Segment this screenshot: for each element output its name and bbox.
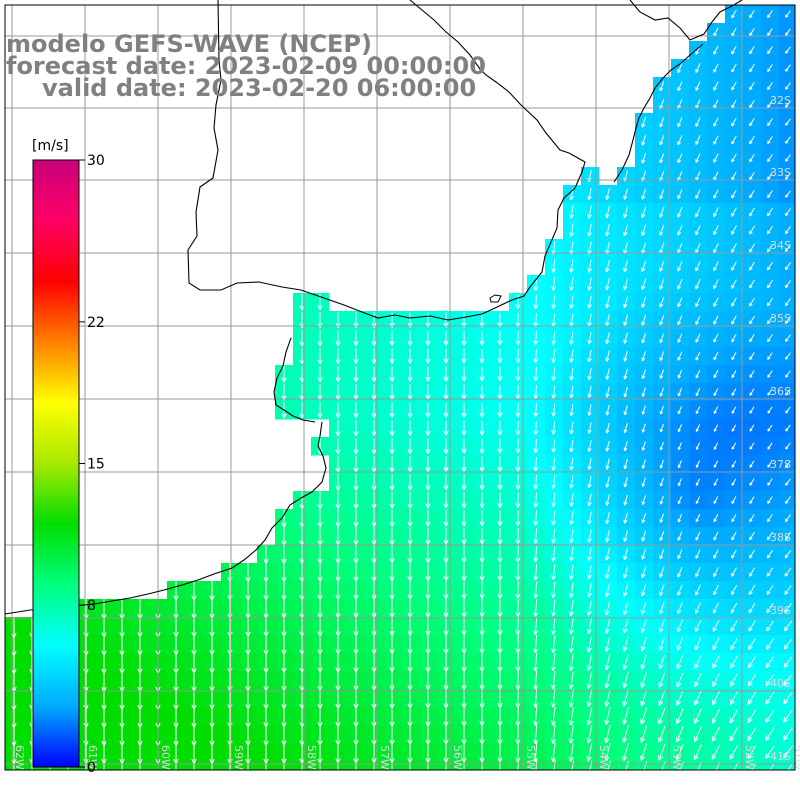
wind-cell [779,95,795,114]
wind-cell [779,167,795,186]
lon-label: 52W [743,745,756,770]
lon-label: 57W [378,745,391,770]
colorbar-tick-label: 0 [87,760,96,776]
lat-label: 36S [770,385,791,398]
lat-label: 40S [770,677,791,690]
wind-cell [779,527,795,546]
title-valid-date: valid date: 2023-02-20 06:00:00 [42,74,476,102]
lat-label: 34S [770,239,791,252]
colorbar-tick-label: 15 [87,457,105,473]
wind-cell [779,257,795,276]
lat-label: 41S [770,750,791,763]
wind-cell [779,491,795,510]
wind-cell [779,5,795,24]
lon-label: 60W [159,745,172,770]
wind-cell [779,23,795,42]
lon-label: 58W [305,745,318,770]
wind-cell [779,473,795,492]
wind-cell [779,77,795,96]
title-block: modelo GEFS-WAVE (NCEP) forecast date: 2… [6,30,486,102]
wind-cell [779,383,795,402]
colorbar-tick-label: 30 [87,153,105,169]
wind-cell [779,455,795,474]
wind-cell [779,293,795,312]
lon-label: 54W [597,745,610,770]
colorbar-tick-label: 8 [87,598,96,614]
wind-cell [779,203,795,222]
wind-cell [779,365,795,384]
wind-cell [779,437,795,456]
lat-label: 32S [770,94,791,107]
ocean-field [5,5,795,770]
lat-label: 38S [770,531,791,544]
lon-label: 62W [13,745,26,770]
wind-cell [779,41,795,60]
wind-cell [779,545,795,564]
wind-cell [779,347,795,366]
wind-speed-cells [5,5,795,770]
wind-cell [779,149,795,168]
wind-cell [779,59,795,78]
wind-cell [779,401,795,420]
wind-cell [779,131,795,150]
wind-cell [779,311,795,330]
wind-cell [779,221,795,240]
colorbar-ramp [32,159,80,768]
lon-label: 55W [524,745,537,770]
wind-cell [779,113,795,132]
wind-cell [779,509,795,528]
wind-cell [779,329,795,348]
lat-label: 33S [770,166,791,179]
colorbar-unit: [m/s] [32,138,69,154]
lat-label: 39S [770,604,791,617]
lon-label: 59W [232,745,245,770]
colorbar-tick-label: 22 [87,315,105,331]
wind-cell [779,563,795,582]
wind-cell [779,275,795,294]
wind-cell [779,419,795,438]
lon-label: 53W [670,745,683,770]
lat-label: 35S [770,312,791,325]
lon-label: 56W [451,745,464,770]
wind-cell [779,185,795,204]
lat-label: 37S [770,458,791,471]
